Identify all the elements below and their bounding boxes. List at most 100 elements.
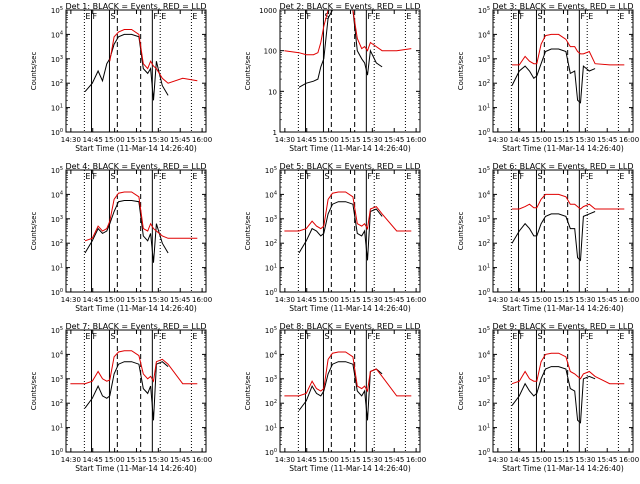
events-series-line	[511, 211, 596, 262]
marker-label: E	[299, 332, 304, 341]
y-tick-label: 102	[51, 239, 63, 248]
y-tick-label: 103	[51, 215, 63, 224]
x-tick-label: 15:00	[319, 296, 339, 304]
x-tick-label: 15:45	[170, 456, 190, 464]
y-tick-label: 104	[478, 190, 490, 199]
x-axis-label: Start Time (11-Mar-14 14:26:40)	[75, 464, 197, 473]
x-tick-label: 14:45	[297, 296, 317, 304]
events-series-line	[84, 200, 169, 263]
marker-label: E	[299, 172, 304, 181]
marker-label: S	[110, 12, 115, 21]
x-tick-label: 16:00	[192, 456, 212, 464]
x-tick-label: 14:30	[488, 136, 508, 144]
x-tick-label: 15:15	[126, 136, 146, 144]
x-tick-label: 14:45	[297, 456, 317, 464]
x-tick-label: 15:15	[340, 136, 360, 144]
x-tick-label: 15:00	[319, 456, 339, 464]
x-tick-label: 15:45	[597, 136, 617, 144]
y-tick-label: 104	[265, 350, 277, 359]
y-tick-label: 100	[265, 448, 277, 457]
x-tick-label: 16:00	[406, 136, 426, 144]
y-axis-label: Counts/sec	[457, 372, 465, 411]
y-tick-label: 10	[268, 88, 277, 96]
marker-label: E	[588, 332, 593, 341]
marker-label: F	[580, 332, 585, 341]
y-tick-label: 100	[478, 448, 490, 457]
y-tick-label: 105	[51, 326, 63, 335]
x-axis-label: Start Time (11-Mar-14 14:26:40)	[75, 144, 197, 153]
marker-label: F	[93, 332, 98, 341]
y-tick-label: 1	[273, 129, 277, 137]
y-tick-label: 104	[51, 350, 63, 359]
marker-label: E	[161, 332, 166, 341]
y-tick-label: 102	[478, 239, 490, 248]
x-tick-label: 15:15	[126, 456, 146, 464]
y-tick-label: 100	[265, 288, 277, 297]
marker-label: E	[161, 172, 166, 181]
y-tick-label: 104	[51, 30, 63, 39]
plot-frame	[65, 9, 207, 133]
x-tick-label: 15:30	[362, 136, 382, 144]
panel-title: Det 3: BLACK = Events, RED = LLD	[493, 2, 634, 11]
y-tick-label: 103	[265, 375, 277, 384]
marker-label: E	[406, 332, 411, 341]
x-tick-label: 14:30	[488, 296, 508, 304]
marker-label: E	[512, 332, 517, 341]
plot-frame	[492, 329, 634, 453]
marker-label: E	[512, 12, 517, 21]
y-tick-label: 101	[265, 264, 277, 273]
panel-title: Det 1: BLACK = Events, RED = LLD	[66, 2, 207, 11]
marker-label: E	[85, 332, 90, 341]
y-tick-label: 105	[478, 326, 490, 335]
marker-label: E	[406, 172, 411, 181]
x-tick-label: 15:15	[340, 456, 360, 464]
y-tick-label: 102	[478, 399, 490, 408]
y-tick-label: 104	[478, 30, 490, 39]
events-series-line	[84, 33, 169, 101]
x-axis-label: Start Time (11-Mar-14 14:26:40)	[289, 304, 411, 313]
y-tick-label: 105	[265, 326, 277, 335]
marker-label: E	[192, 172, 197, 181]
y-axis-label: Counts/sec	[457, 212, 465, 251]
marker-label: E	[588, 172, 593, 181]
panel-title: Det 4: BLACK = Events, RED = LLD	[66, 162, 207, 171]
y-tick-label: 100	[51, 448, 63, 457]
marker-label: F	[307, 172, 312, 181]
y-tick-label: 105	[478, 166, 490, 175]
marker-label: F	[93, 12, 98, 21]
y-tick-label: 101	[478, 424, 490, 433]
x-tick-label: 15:45	[384, 456, 404, 464]
y-tick-label: 102	[265, 239, 277, 248]
marker-label: E	[406, 12, 411, 21]
y-tick-label: 103	[51, 375, 63, 384]
y-tick-label: 105	[478, 6, 490, 15]
y-tick-label: 100	[264, 48, 277, 56]
x-tick-label: 15:15	[553, 296, 573, 304]
x-tick-label: 16:00	[192, 136, 212, 144]
y-tick-label: 102	[265, 399, 277, 408]
marker-label: F	[153, 172, 158, 181]
y-tick-label: 105	[51, 166, 63, 175]
plot-frame	[492, 9, 634, 133]
x-tick-label: 15:45	[384, 296, 404, 304]
marker-label: S	[110, 332, 115, 341]
lld-series-line	[284, 191, 412, 232]
x-tick-label: 16:00	[619, 296, 639, 304]
y-tick-label: 101	[51, 104, 63, 113]
y-tick-label: 103	[265, 215, 277, 224]
x-tick-label: 14:30	[275, 296, 295, 304]
x-axis-label: Start Time (11-Mar-14 14:26:40)	[502, 464, 624, 473]
plot-frame	[492, 169, 634, 293]
lld-series-line	[284, 351, 412, 397]
x-tick-label: 15:15	[126, 296, 146, 304]
x-tick-label: 14:30	[488, 456, 508, 464]
marker-label: E	[161, 12, 166, 21]
x-tick-label: 15:30	[575, 136, 595, 144]
lld-series-line	[84, 191, 198, 242]
marker-label: E	[588, 12, 593, 21]
